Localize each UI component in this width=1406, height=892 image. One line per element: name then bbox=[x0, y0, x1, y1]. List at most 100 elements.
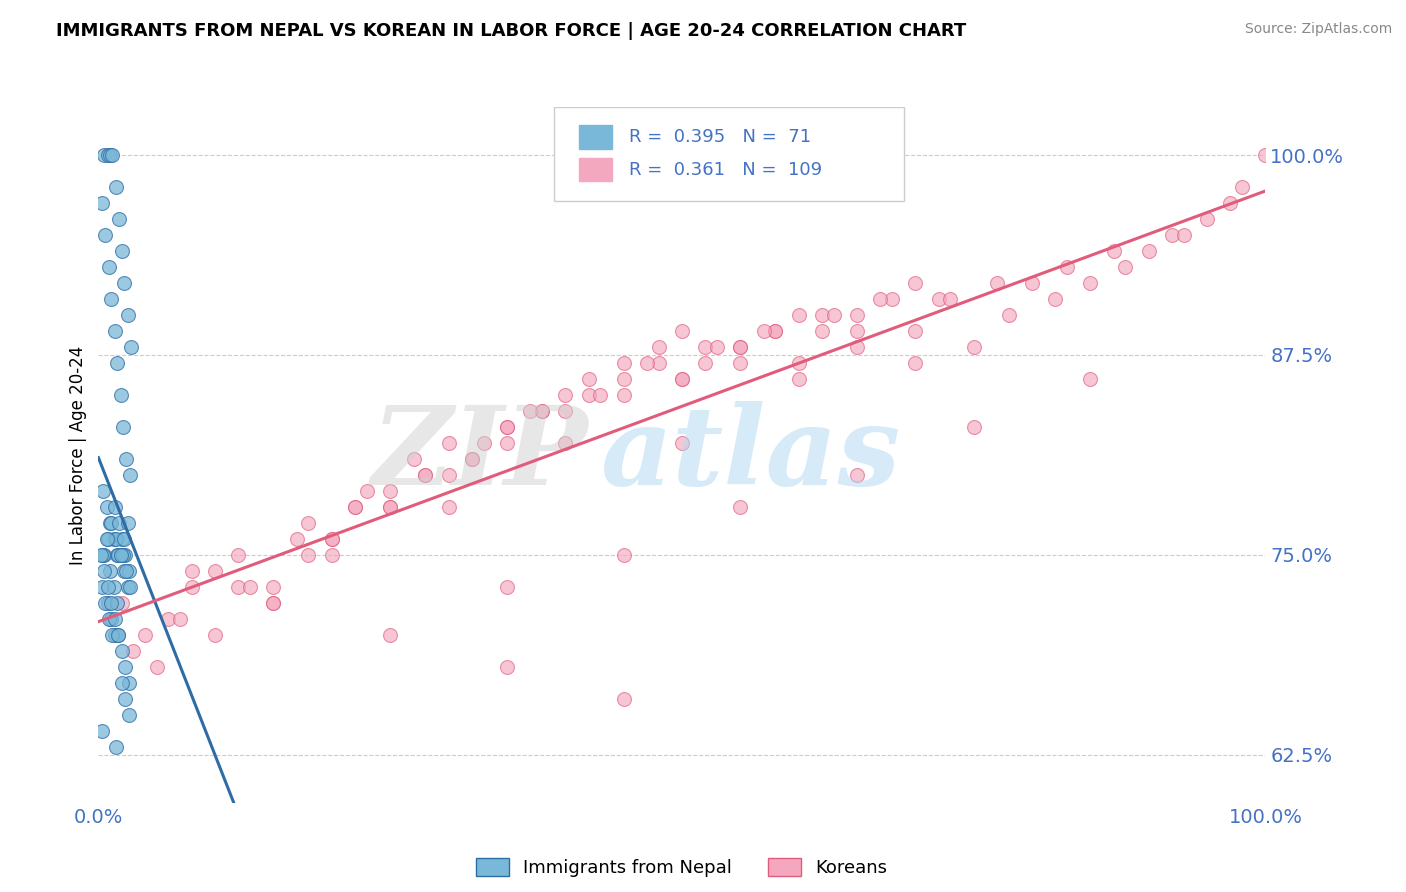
Point bbox=[730, 340, 752, 354]
Point bbox=[344, 500, 367, 514]
Point bbox=[118, 580, 141, 594]
Point bbox=[112, 564, 135, 578]
Point bbox=[695, 356, 717, 370]
Point bbox=[578, 372, 600, 386]
Point bbox=[114, 691, 136, 706]
Point bbox=[647, 340, 669, 354]
Point bbox=[108, 516, 131, 530]
Point bbox=[787, 308, 810, 322]
Point bbox=[378, 483, 402, 498]
Text: IMMIGRANTS FROM NEPAL VS KOREAN IN LABOR FORCE | AGE 20-24 CORRELATION CHART: IMMIGRANTS FROM NEPAL VS KOREAN IN LABOR… bbox=[56, 22, 966, 40]
Point bbox=[97, 148, 120, 162]
Point bbox=[461, 451, 484, 466]
Point bbox=[589, 388, 612, 402]
Point bbox=[904, 276, 927, 290]
Point bbox=[285, 532, 308, 546]
Point bbox=[823, 308, 845, 322]
Point bbox=[612, 388, 634, 402]
Point bbox=[105, 596, 128, 610]
Point bbox=[321, 532, 343, 546]
Text: Source: ZipAtlas.com: Source: ZipAtlas.com bbox=[1244, 22, 1392, 37]
Point bbox=[97, 612, 120, 626]
Point bbox=[105, 548, 128, 562]
Point bbox=[146, 660, 169, 674]
Text: ZIP: ZIP bbox=[373, 401, 589, 508]
Point bbox=[1080, 276, 1102, 290]
Point bbox=[204, 564, 226, 578]
Point bbox=[763, 324, 786, 338]
Point bbox=[1195, 212, 1218, 227]
Point bbox=[111, 596, 134, 610]
Point bbox=[115, 451, 138, 466]
Point bbox=[1254, 148, 1277, 162]
Point bbox=[321, 532, 343, 546]
Point bbox=[378, 500, 402, 514]
Point bbox=[297, 516, 319, 530]
Point bbox=[413, 467, 436, 482]
Point bbox=[671, 436, 693, 450]
Point bbox=[437, 436, 460, 450]
Point bbox=[519, 404, 541, 418]
Point bbox=[671, 324, 693, 338]
Point bbox=[118, 564, 141, 578]
Point bbox=[104, 739, 127, 754]
Point bbox=[111, 420, 134, 434]
Point bbox=[880, 292, 903, 306]
Point bbox=[157, 612, 180, 626]
Point bbox=[730, 356, 752, 370]
Point bbox=[1102, 244, 1125, 258]
Point bbox=[104, 612, 127, 626]
Point bbox=[262, 596, 284, 610]
Point bbox=[787, 372, 810, 386]
Point bbox=[112, 276, 135, 290]
FancyBboxPatch shape bbox=[554, 107, 904, 201]
Point bbox=[120, 340, 142, 354]
Point bbox=[110, 548, 132, 562]
Point bbox=[554, 388, 576, 402]
Point bbox=[104, 324, 127, 338]
Point bbox=[554, 404, 576, 418]
Point bbox=[647, 356, 669, 370]
Point bbox=[112, 532, 135, 546]
Point bbox=[91, 548, 114, 562]
Point bbox=[180, 564, 202, 578]
Point bbox=[98, 516, 121, 530]
Point bbox=[100, 292, 122, 306]
Point bbox=[110, 388, 132, 402]
Point bbox=[100, 596, 122, 610]
Point bbox=[104, 628, 127, 642]
Point bbox=[134, 628, 156, 642]
Point bbox=[103, 580, 125, 594]
Point bbox=[122, 644, 145, 658]
Point bbox=[101, 148, 124, 162]
Point bbox=[845, 467, 868, 482]
Point bbox=[118, 676, 141, 690]
Point bbox=[103, 532, 125, 546]
Text: R =  0.395   N =  71: R = 0.395 N = 71 bbox=[630, 128, 811, 146]
Point bbox=[111, 532, 134, 546]
Point bbox=[1114, 260, 1136, 274]
Point bbox=[98, 148, 121, 162]
Point bbox=[461, 451, 484, 466]
Point bbox=[239, 580, 262, 594]
Point bbox=[111, 548, 134, 562]
Point bbox=[962, 340, 984, 354]
Point bbox=[100, 516, 122, 530]
Point bbox=[612, 691, 634, 706]
Point bbox=[612, 548, 634, 562]
Point bbox=[495, 436, 517, 450]
Point bbox=[96, 532, 118, 546]
Point bbox=[402, 451, 425, 466]
Point bbox=[111, 676, 134, 690]
Point bbox=[97, 532, 120, 546]
Point bbox=[297, 548, 319, 562]
Point bbox=[695, 340, 717, 354]
Text: atlas: atlas bbox=[600, 401, 900, 508]
Point bbox=[495, 660, 517, 674]
Point bbox=[90, 580, 112, 594]
Point bbox=[96, 500, 118, 514]
Point bbox=[108, 212, 131, 227]
Point bbox=[204, 628, 226, 642]
Point bbox=[93, 548, 115, 562]
Point bbox=[180, 580, 202, 594]
